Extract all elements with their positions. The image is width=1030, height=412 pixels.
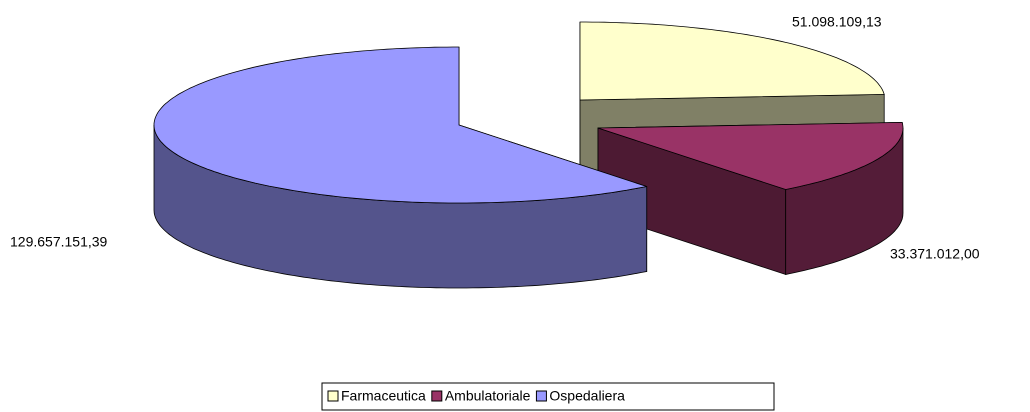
data-label: 51.098.109,13	[792, 14, 882, 30]
legend-swatch	[431, 390, 443, 402]
legend-label: Ospedaliera	[549, 388, 625, 404]
data-label: 129.657.151,39	[10, 234, 108, 250]
slice	[597, 121, 904, 190]
data-label: 33.371.012,00	[890, 246, 980, 262]
legend-label: Ambulatoriale	[445, 388, 531, 404]
slice	[153, 46, 647, 204]
legend-swatch	[535, 390, 547, 402]
legend-label: Farmaceutica	[341, 388, 426, 404]
slice	[579, 21, 885, 101]
legend-box	[321, 382, 775, 411]
legend-swatch	[327, 390, 339, 402]
